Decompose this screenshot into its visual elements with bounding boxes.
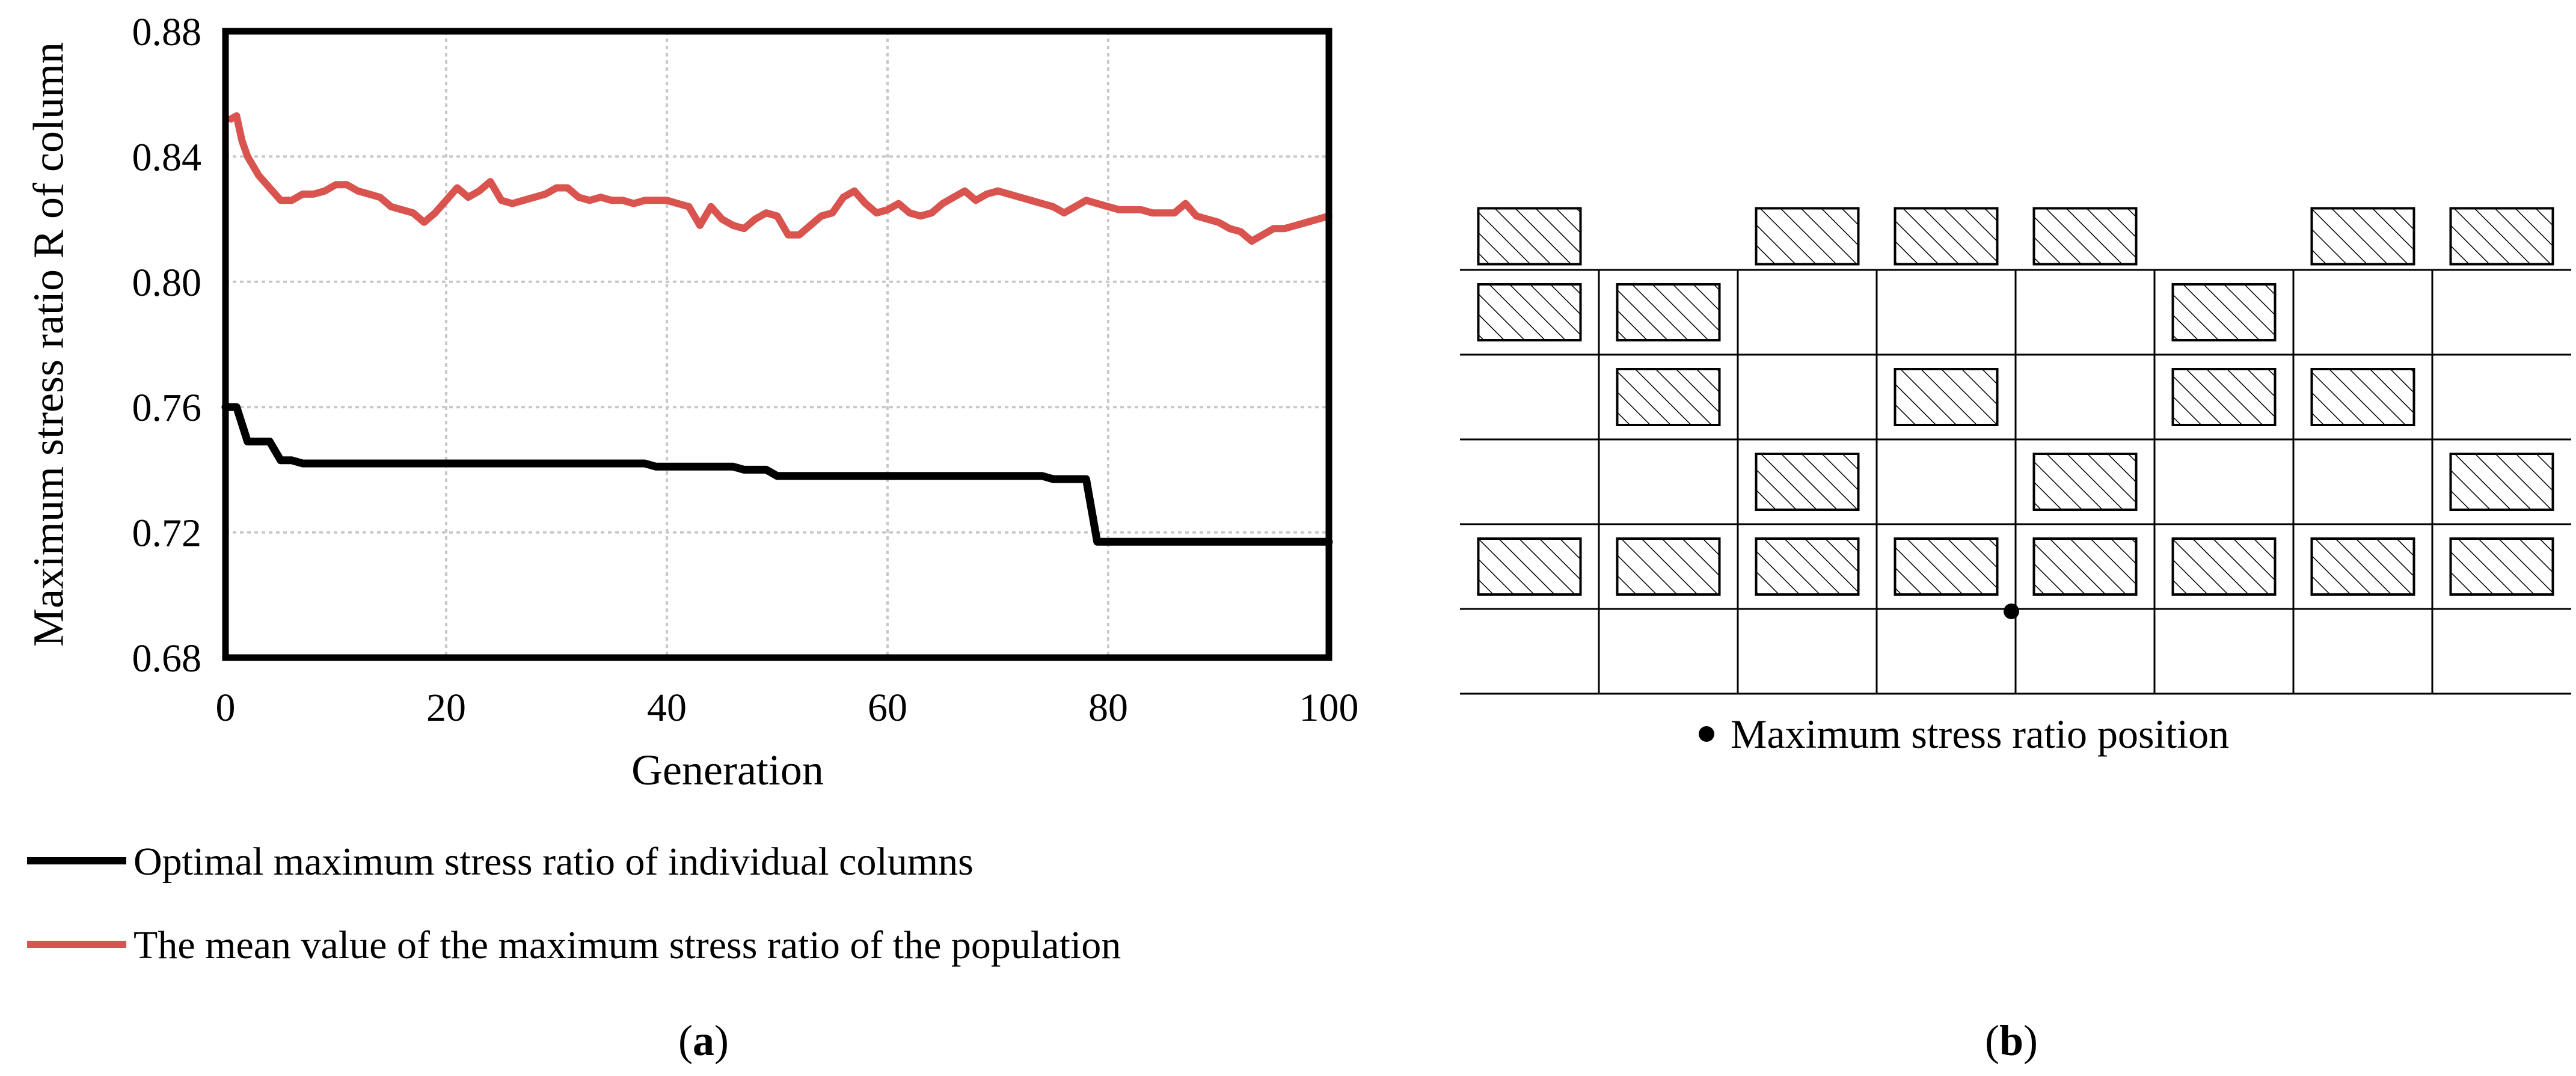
x-axis-title: Generation xyxy=(631,746,824,794)
brace-block xyxy=(2032,537,2138,596)
brace-block xyxy=(1755,537,1860,596)
y-tick-label: 0.68 xyxy=(132,637,202,680)
brace-block xyxy=(1616,537,1721,596)
grid-lines xyxy=(225,31,1329,658)
y-tick-label: 0.88 xyxy=(132,10,202,54)
brace-block xyxy=(1477,283,1582,341)
legend-label-optimal: Optimal maximum stress ratio of individu… xyxy=(133,840,974,884)
brace-block xyxy=(1894,537,1999,596)
brace-block xyxy=(2449,207,2554,266)
brace-block xyxy=(2449,453,2554,511)
chart-a: 0.68 0.72 0.76 0.80 0.84 0.88 0 20 40 60 80 100 Ma… xyxy=(25,10,1359,1065)
series-line-mean xyxy=(227,112,1332,245)
x-tick-label: 0 xyxy=(216,686,236,730)
brace-block xyxy=(1477,537,1582,596)
x-tick-label: 100 xyxy=(1299,686,1359,730)
brace-block xyxy=(2032,207,2138,266)
brace-block xyxy=(1616,368,1721,426)
panel-label-b: (b) xyxy=(1985,1016,2038,1065)
brace-positions xyxy=(1477,207,2554,596)
svg-text:(b): (b) xyxy=(1985,1016,2038,1065)
brace-block xyxy=(2171,283,2277,341)
y-axis-title: Maximum stress ratio R of column xyxy=(25,42,73,647)
legend-label-mean: The mean value of the maximum stress rat… xyxy=(133,923,1121,967)
brace-block xyxy=(1894,368,1999,426)
panel-label-a: (a) xyxy=(678,1016,729,1065)
x-tick-label: 80 xyxy=(1088,686,1128,730)
x-tick-label: 20 xyxy=(426,686,466,730)
brace-block xyxy=(2310,537,2415,596)
layout-diagram: Maximum stress ratio position (b) xyxy=(1460,207,2571,1065)
legend-dot-icon xyxy=(1699,726,1714,742)
brace-block xyxy=(1616,283,1721,341)
panel-label-b-letter: b xyxy=(1999,1016,2023,1065)
frame-grid xyxy=(1460,269,2571,695)
brace-block xyxy=(2171,368,2277,426)
y-tick-label: 0.72 xyxy=(132,512,202,555)
y-tick-label: 0.84 xyxy=(132,135,202,179)
svg-text:(a): (a) xyxy=(678,1016,729,1065)
brace-block xyxy=(2449,537,2554,596)
series-line-optimal xyxy=(221,403,1333,546)
brace-block xyxy=(1755,207,1860,266)
brace-block xyxy=(1755,453,1860,511)
panel-label-a-letter: a xyxy=(693,1016,714,1065)
x-tick-label: 40 xyxy=(647,686,687,730)
x-tick-label: 60 xyxy=(868,686,907,730)
series-lines xyxy=(221,112,1333,546)
brace-block xyxy=(2310,207,2415,266)
brace-block xyxy=(2032,453,2138,511)
max-stress-position-label: Maximum stress ratio position xyxy=(1731,711,2229,757)
x-tick-labels: 0 20 40 60 80 100 xyxy=(216,686,1359,730)
brace-block xyxy=(1477,207,1582,266)
brace-block xyxy=(2171,537,2277,596)
legend: Optimal maximum stress ratio of individu… xyxy=(27,840,1121,967)
y-tick-label: 0.80 xyxy=(132,261,202,305)
plot-frame xyxy=(222,28,1332,661)
y-tick-labels: 0.68 0.72 0.76 0.80 0.84 0.88 xyxy=(132,10,202,680)
brace-block xyxy=(1894,207,1999,266)
max-stress-point xyxy=(2004,604,2019,619)
y-tick-label: 0.76 xyxy=(132,386,202,430)
brace-block xyxy=(2310,368,2415,426)
